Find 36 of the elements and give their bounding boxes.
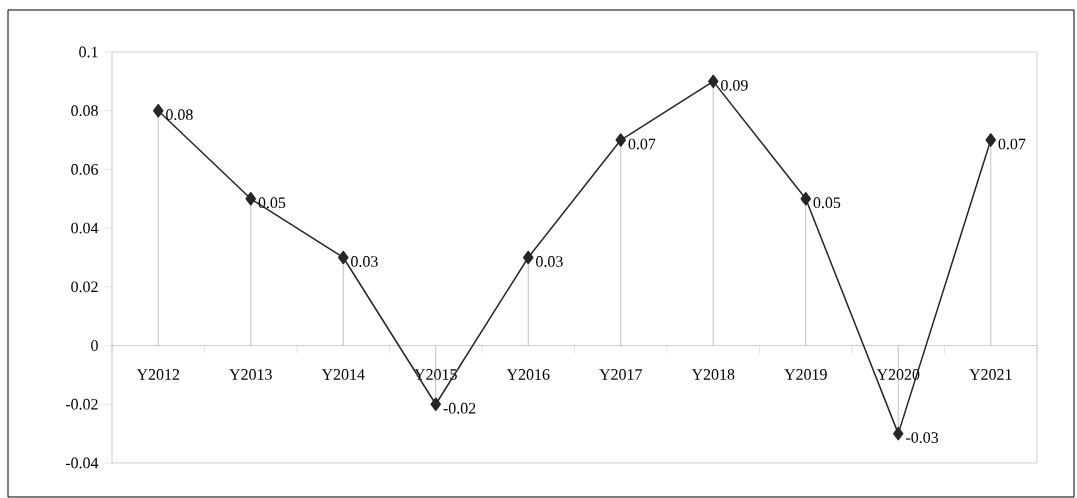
x-tick-label: Y2012	[136, 369, 180, 380]
data-label: 0.05	[813, 197, 841, 209]
data-label: 0.08	[166, 109, 193, 121]
x-tick-label: Y2016	[506, 369, 550, 380]
y-tick-label: 0.02	[71, 281, 98, 293]
point	[708, 74, 719, 89]
x-tick-label: Y2017	[599, 369, 642, 380]
y-tick-label: 0	[91, 340, 98, 351]
data-label: 0.05	[258, 197, 286, 209]
point	[153, 103, 164, 118]
point	[985, 133, 997, 147]
data-label: 0.09	[721, 79, 748, 91]
y-tick-label: 0.08	[71, 105, 98, 117]
y-tick-label: 0.06	[71, 164, 99, 175]
y-tick-label: -0.02	[65, 398, 98, 410]
point	[430, 397, 442, 412]
data-label: 0.07	[998, 138, 1026, 150]
point	[893, 426, 904, 441]
data-label: 0.03	[536, 256, 563, 267]
x-tick-label: Y2019	[784, 369, 827, 380]
x-tick-label: Y2013	[229, 369, 272, 380]
data-label: -0.03	[906, 432, 939, 444]
y-tick-label: 0.04	[71, 222, 99, 234]
point	[800, 192, 812, 206]
point	[245, 192, 257, 206]
y-tick-label: -0.04	[65, 457, 99, 469]
data-label: 0.03	[351, 256, 378, 267]
y-tick-label: 0.1	[79, 46, 98, 58]
point	[615, 133, 627, 147]
x-tick-label: Y2021	[969, 369, 1012, 380]
point	[338, 250, 349, 265]
x-tick-label: Y2014	[321, 369, 365, 380]
data-label: -0.02	[443, 402, 476, 414]
x-tick-label: Y2018	[691, 369, 735, 380]
data-label: 0.07	[628, 138, 656, 150]
point	[523, 250, 534, 265]
